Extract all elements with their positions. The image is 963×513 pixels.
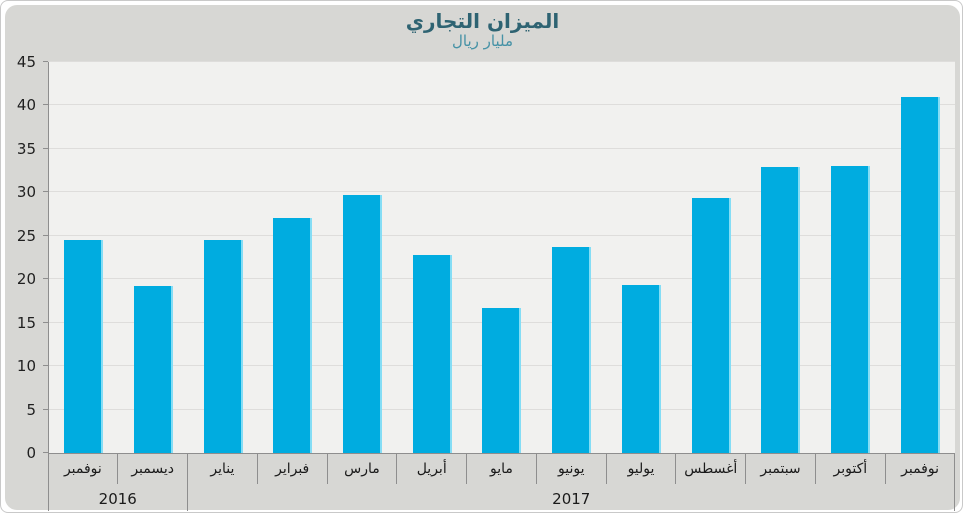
- gridline: [49, 104, 955, 106]
- y-axis-tick: [43, 104, 48, 106]
- bar-cell: [885, 62, 955, 453]
- x-tick-label: أبريل: [416, 461, 447, 477]
- bar-cell: [328, 62, 398, 453]
- bar: [552, 247, 592, 453]
- gridline: [49, 191, 955, 193]
- bar: [412, 254, 452, 453]
- y-axis-label: 30: [16, 183, 36, 202]
- x-axis: نوفمبر ديسمبر يناير فبراير مارس أبريل مايو يوني…: [47, 454, 955, 512]
- gridline: [49, 147, 955, 149]
- x-tick-label: مايو: [490, 461, 513, 477]
- month-separator: [884, 454, 886, 484]
- month-separator: [466, 454, 468, 484]
- x-tick-label: أكتوبر: [833, 461, 868, 477]
- bar: [761, 167, 801, 453]
- bar: [900, 96, 940, 453]
- bar: [343, 194, 383, 453]
- y-axis-tick: [43, 408, 48, 410]
- title-block: الميزان التجاري مليار ريال: [5, 9, 960, 50]
- bar: [691, 198, 731, 453]
- chart-subtitle: مليار ريال: [452, 32, 513, 50]
- month-separator: [745, 454, 747, 484]
- y-axis-label: 25: [16, 226, 36, 245]
- bar-cell: [258, 62, 328, 453]
- y-axis-label: 0: [26, 444, 36, 462]
- y-axis-label: 10: [16, 357, 36, 376]
- bar-cell: [746, 62, 816, 453]
- bar-cell: [537, 62, 607, 453]
- y-axis-tick: [43, 452, 48, 453]
- y-axis-tick: [43, 365, 48, 367]
- bar-cell: [188, 62, 258, 453]
- bar: [273, 217, 313, 453]
- year-separator: [187, 454, 189, 511]
- month-labels-row: نوفمبر ديسمبر يناير فبراير مارس أبريل مايو يوني…: [48, 454, 955, 486]
- bars-layer: [49, 62, 955, 453]
- y-axis-label: 45: [16, 53, 36, 71]
- month-separator: [535, 454, 537, 484]
- y-axis-label: 20: [16, 270, 36, 289]
- x-tick-label: أغسطس: [684, 461, 738, 477]
- chart-title: الميزان التجاري: [405, 9, 560, 33]
- plot-area: [48, 61, 955, 454]
- year-separator: [954, 454, 955, 511]
- chart-panel: الميزان التجاري مليار ريال 0 5 10 15 20 25 30 3…: [5, 5, 960, 512]
- gridline: [49, 61, 955, 62]
- month-separator: [605, 454, 607, 484]
- y-axis-tick: [43, 147, 48, 149]
- month-separator: [117, 454, 119, 484]
- month-separator: [256, 454, 258, 484]
- x-tick-label: فبراير: [275, 461, 310, 477]
- year-label: 2016: [98, 490, 137, 508]
- month-separator: [814, 454, 816, 484]
- year-label: 2017: [552, 490, 591, 508]
- bar-cell: [816, 62, 886, 453]
- y-axis-label: 5: [26, 400, 36, 419]
- month-separator: [675, 454, 677, 484]
- y-axis-tick: [43, 278, 48, 280]
- y-axis-label: 35: [16, 139, 36, 158]
- month-separator: [326, 454, 328, 484]
- bar-cell: [467, 62, 537, 453]
- y-axis-tick: [43, 321, 48, 323]
- bar: [134, 286, 174, 453]
- bar: [621, 285, 661, 453]
- y-axis-tick: [43, 191, 48, 193]
- y-axis-label: 40: [16, 96, 36, 115]
- bar: [203, 240, 243, 453]
- year-separator: [47, 454, 49, 511]
- y-axis-label: 15: [16, 313, 36, 332]
- y-axis: 0 5 10 15 20 25 30 35 40 45: [5, 53, 48, 462]
- bar-cell: [49, 62, 119, 453]
- x-tick-label: ديسمبر: [131, 461, 174, 477]
- year-labels-row: 2016 2017: [48, 486, 955, 512]
- x-tick-label: نوفمبر: [63, 461, 102, 477]
- y-axis-tick: [43, 234, 48, 236]
- x-tick-label: يناير: [210, 461, 235, 477]
- x-tick-label: سبتمبر: [760, 461, 801, 477]
- bar-cell: [676, 62, 746, 453]
- x-tick-label: مارس: [344, 461, 380, 477]
- bar-cell: [397, 62, 467, 453]
- bar: [830, 166, 870, 453]
- bar-cell: [607, 62, 677, 453]
- x-tick-label: يونيو: [558, 461, 585, 477]
- y-axis-tick: [43, 61, 48, 62]
- bar-cell: [119, 62, 189, 453]
- gridline: [49, 234, 955, 236]
- bar: [482, 307, 522, 453]
- month-separator: [396, 454, 398, 484]
- x-tick-label: يوليو: [627, 461, 655, 477]
- bar: [64, 240, 104, 453]
- x-tick-label: نوفمبر: [901, 461, 939, 477]
- gridline: [49, 278, 955, 280]
